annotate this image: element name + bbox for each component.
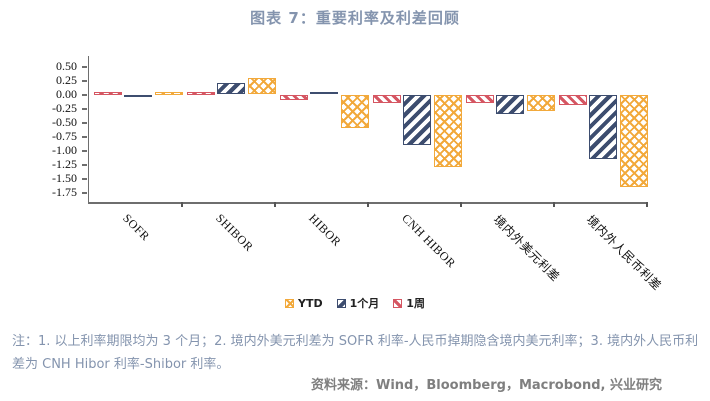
footnotes: 注：1. 以上利率期限均为 3 个月；2. 境内外美元利差为 SOFR 利率-人… (12, 334, 699, 373)
plot-area: 0.50 0.25 0.00 -0.25 -0.50 -0.75 -1.00 -1.25 -1.… (52, 56, 664, 293)
y-axis-tick (82, 66, 87, 68)
y-axis-label: -1.00 (52, 142, 77, 157)
chart-legend: YTD 1个月 1周 (0, 295, 710, 311)
x-axis-category-label: 境内外美元利差 (490, 212, 562, 285)
bar-YTD-SHIBOR (247, 77, 276, 95)
y-axis-tick (82, 122, 87, 124)
legend-label: 1个月 (349, 297, 380, 310)
bar-YTD-SOFR (154, 92, 183, 95)
y-axis-label: -0.50 (52, 114, 77, 129)
x-axis-tick (367, 202, 369, 207)
y-axis-tick (82, 150, 87, 152)
y-axis-label: -1.75 (52, 184, 77, 199)
x-axis-category-label: CNH HIBOR (398, 211, 459, 271)
bar-1周-SHIBOR (186, 92, 215, 95)
bar-YTD-境内外美元利差 (526, 94, 555, 112)
bar-YTD-HIBOR (340, 94, 369, 129)
bar-1个月-CNH HIBOR (403, 94, 431, 145)
legend-swatch-icon (393, 298, 403, 308)
y-axis-tick (82, 94, 87, 96)
y-axis-label: -1.25 (52, 156, 77, 171)
x-axis-category-label: SHIBOR (212, 211, 256, 255)
y-axis-label: 0.00 (56, 86, 77, 101)
bar-1个月-SHIBOR (217, 83, 245, 95)
bar-1个月-境内外人民币利差 (589, 94, 617, 159)
chart-title: 图表 7：重要利率及利差回顾 (250, 9, 460, 27)
legend-swatch-icon (285, 298, 295, 308)
y-axis-tick (82, 136, 87, 138)
bar-1周-HIBOR (279, 94, 308, 101)
y-axis-tick (82, 192, 87, 194)
bar-YTD-境内外人民币利差 (619, 94, 648, 187)
y-axis-tick (82, 108, 87, 110)
legend-item-YTD: YTD (285, 297, 323, 310)
y-axis-label: -1.50 (52, 170, 77, 185)
bar-1周-SOFR (93, 92, 122, 95)
y-axis-tick (82, 80, 87, 82)
legend-item-1周: 1周 (393, 295, 425, 311)
y-axis-label: 0.50 (56, 58, 77, 73)
x-axis-category-label: HIBOR (305, 211, 344, 250)
x-axis-category-label: 境内外人民币利差 (583, 212, 664, 294)
y-axis-tick (82, 164, 87, 166)
bar-1个月-SOFR (124, 94, 152, 97)
legend-item-1个月: 1个月 (336, 295, 380, 311)
x-axis-tick (553, 202, 555, 207)
x-axis-category-label: SOFR (119, 211, 153, 244)
legend-label: YTD (298, 296, 323, 310)
bar-1个月-境内外美元利差 (496, 94, 524, 115)
data-source: 资料来源：Wind，Bloomberg，Macrobond, 兴业研究 (311, 378, 662, 393)
y-axis-label: -0.25 (52, 100, 77, 115)
bar-1周-境内外美元利差 (465, 94, 494, 103)
legend-swatch-icon (336, 298, 346, 308)
bar-1周-境内外人民币利差 (558, 94, 587, 105)
y-axis-label: 0.25 (56, 72, 77, 87)
x-axis-tick (181, 202, 183, 207)
legend-label: 1周 (406, 297, 425, 310)
x-axis-tick (274, 202, 276, 207)
y-axis-label: -0.75 (52, 128, 77, 143)
bar-YTD-CNH HIBOR (433, 94, 462, 168)
x-axis-tick (460, 202, 462, 207)
x-axis-tick (646, 202, 648, 207)
y-axis-tick (82, 178, 87, 180)
bar-1个月-HIBOR (310, 91, 338, 95)
bar-1周-CNH HIBOR (372, 94, 401, 103)
